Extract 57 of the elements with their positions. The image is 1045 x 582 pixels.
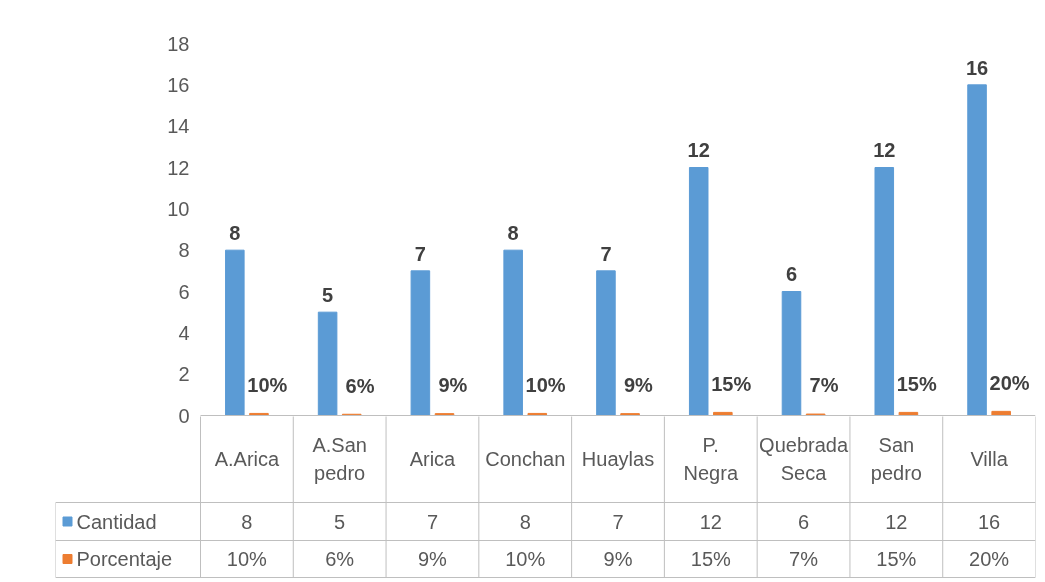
y-tick-label: 2	[178, 363, 190, 386]
data-label: 16	[977, 510, 1001, 533]
text: 8	[229, 221, 241, 244]
y-tick-label: 18	[167, 32, 190, 55]
x-tick-label: P. Negra	[683, 433, 739, 485]
data-label: 10%	[226, 548, 268, 570]
text: 5	[322, 283, 334, 306]
text: 9%	[438, 374, 468, 397]
text: 9%	[623, 374, 653, 397]
text: 7	[600, 242, 612, 265]
data-label: 9%	[603, 548, 633, 570]
text: 7	[414, 242, 426, 265]
text: 7%	[809, 374, 839, 397]
legend-label: Porcentaje	[76, 548, 173, 570]
data-label: 12	[699, 510, 722, 533]
y-tick-label: 16	[167, 73, 190, 96]
y-tick-label: 6	[178, 280, 190, 303]
y-tick-label: 12	[167, 156, 190, 179]
text: 12	[687, 139, 710, 162]
data-label: 15%	[690, 548, 732, 570]
data-label: 7%	[789, 548, 819, 570]
text: 10%	[247, 373, 288, 396]
data-label: 10%	[505, 548, 546, 570]
y-tick-label: 14	[167, 115, 190, 138]
data-label: 9%	[417, 548, 448, 570]
data-label: 15%	[876, 548, 917, 570]
x-tick-label: Huaylas	[581, 448, 655, 470]
text: 6	[785, 263, 798, 286]
y-tick-label: 8	[178, 239, 190, 262]
text: 10%	[525, 373, 566, 396]
x-tick-label: Arica	[409, 448, 457, 470]
y-tick-label: 0	[178, 404, 190, 427]
text: 20%	[989, 371, 1030, 394]
data-label: 5	[334, 510, 346, 533]
text: 12	[873, 139, 896, 162]
x-tick-label: Quebrada Seca	[759, 433, 849, 485]
data-label: 8	[519, 510, 531, 533]
data-label: 6%	[325, 548, 355, 570]
legend-label: Cantidad	[76, 510, 157, 533]
text: 15%	[896, 372, 937, 395]
data-label: 7	[426, 510, 439, 533]
data-label: 6	[797, 510, 810, 533]
text: 16	[965, 56, 989, 79]
x-tick-label: Conchan	[485, 448, 566, 470]
x-tick-label: San pedro	[870, 433, 922, 485]
y-tick-label: 4	[178, 321, 190, 344]
x-tick-label: A.San pedro	[312, 433, 367, 485]
data-label: 8	[241, 510, 253, 533]
text: 15%	[711, 372, 752, 395]
text: 8	[507, 221, 519, 244]
x-tick-label: A.Arica	[214, 448, 280, 470]
data-label: 12	[885, 510, 908, 533]
x-tick-label: Villa	[970, 448, 1009, 470]
text: 6%	[345, 374, 375, 397]
data-label: 20%	[969, 548, 1010, 570]
data-label: 7	[612, 510, 624, 533]
y-tick-label: 10	[167, 197, 190, 220]
